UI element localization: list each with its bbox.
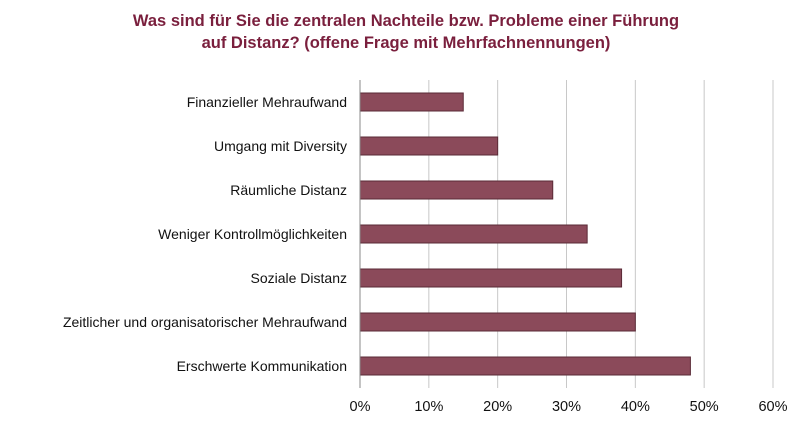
bars [359,92,691,376]
x-tick-label: 0% [350,399,371,415]
chart-title-line-1: Was sind für Sie die zentralen Nachteile… [132,12,680,30]
category-label: Soziale Distanz [251,270,348,286]
bar [359,356,691,376]
category-label: Erschwerte Kommunikation [177,358,347,374]
x-tick-label: 20% [483,399,512,415]
x-tick-label: 60% [758,399,787,415]
chart-title: Was sind für Sie die zentralen Nachteile… [0,10,812,54]
x-tick-label: 10% [414,399,443,415]
category-label: Finanzieller Mehraufwand [187,94,347,110]
category-label: Räumliche Distanz [230,182,347,198]
x-tick-label: 40% [621,399,650,415]
category-label: Umgang mit Diversity [214,138,347,154]
bar [359,180,554,200]
x-tick-labels: 0% 10% 20% 30% 40% 50% 60% [350,399,788,415]
bar [359,224,588,244]
bar [359,136,499,156]
chart-title-line-2: auf Distanz? (offene Frage mit Mehrfachn… [201,34,611,52]
x-tick-label: 50% [690,399,719,415]
bar [359,92,464,112]
category-labels: Finanzieller Mehraufwand Umgang mit Diver… [63,94,347,374]
category-label: Weniger Kontrollmöglichkeiten [158,226,347,242]
x-tick-label: 30% [552,399,581,415]
category-label: Zeitlicher und organisatorischer Mehrauf… [63,314,347,330]
bar [359,312,636,332]
bar [359,268,623,288]
